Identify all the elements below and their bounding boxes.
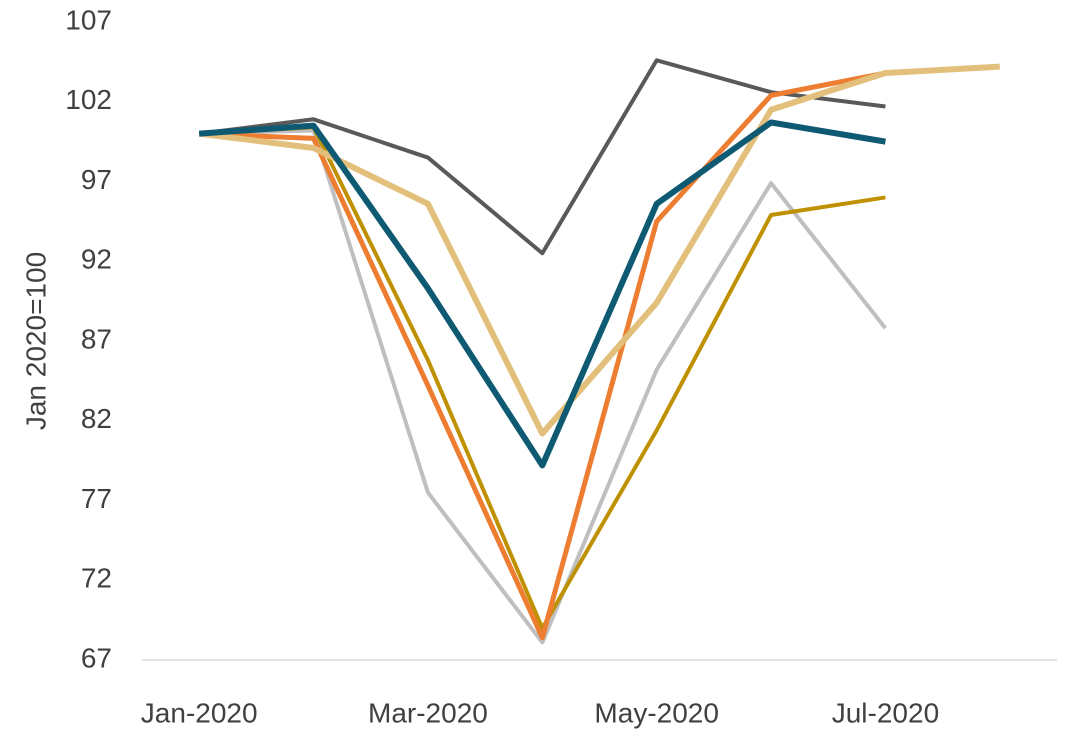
y-tick-label: 67 [81, 642, 112, 673]
series-line [199, 128, 888, 645]
y-tick-label: 87 [81, 323, 112, 354]
y-tick-label: 102 [65, 84, 112, 115]
y-tick-label: 82 [81, 403, 112, 434]
series-line [199, 125, 886, 631]
series-line [199, 70, 886, 641]
y-tick-label: 77 [81, 483, 112, 514]
y-tick-label: 92 [81, 244, 112, 275]
x-tick-label: May-2020 [594, 697, 719, 728]
series-line [198, 119, 886, 469]
x-tick-label: Jan-2020 [141, 697, 258, 728]
x-tick-label: Mar-2020 [368, 697, 488, 728]
series-line [198, 58, 886, 256]
y-tick-label: 72 [81, 563, 112, 594]
y-tick-label: 97 [81, 164, 112, 195]
x-tick-label: Jul-2020 [832, 697, 939, 728]
y-axis-label: Jan 2020=100 [20, 252, 51, 430]
y-tick-label: 107 [65, 4, 112, 35]
